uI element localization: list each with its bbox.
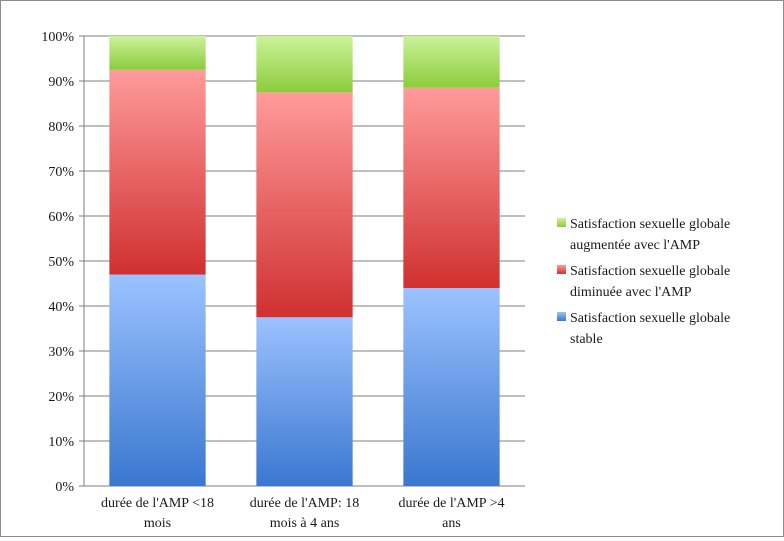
y-tick-labels: 0% 10% 20% 30% 40% 50% 60% 70% 80% 90% 100% bbox=[41, 30, 74, 495]
bar-segment-series-2-cat-0 bbox=[109, 36, 206, 70]
bars bbox=[109, 36, 500, 486]
bar-segment-series-2-cat-2 bbox=[403, 36, 500, 88]
bar-segment-series-2-cat-1 bbox=[256, 36, 353, 93]
y-tick-label: 90% bbox=[48, 75, 74, 90]
axes bbox=[79, 35, 85, 487]
bar-segment-series-0-cat-0 bbox=[109, 274, 206, 486]
bar-segment-series-1-cat-2 bbox=[403, 87, 500, 288]
bar-segment-series-0-cat-1 bbox=[256, 317, 353, 486]
legend-swatch bbox=[557, 265, 566, 274]
y-tick-label: 60% bbox=[48, 210, 74, 225]
x-category-label: durée de l'AMP <18 mois bbox=[101, 496, 214, 531]
legend-swatch bbox=[557, 312, 566, 321]
bar-segment-series-1-cat-1 bbox=[256, 92, 353, 318]
y-tick-label: 0% bbox=[55, 480, 74, 495]
y-tick-label: 50% bbox=[48, 255, 74, 270]
legend-label: Satisfaction sexuelle globale diminuée av… bbox=[570, 264, 730, 300]
legend-swatch bbox=[557, 218, 566, 227]
y-tick-label: 100% bbox=[41, 30, 74, 45]
bar-segment-series-1-cat-0 bbox=[109, 69, 206, 275]
y-tick-label: 70% bbox=[48, 165, 74, 180]
x-category-label: durée de l'AMP: 18 mois à 4 ans bbox=[250, 496, 359, 531]
x-category-labels: durée de l'AMP <18 mois durée de l'AMP: 18… bbox=[101, 496, 504, 531]
y-tick-label: 10% bbox=[48, 435, 74, 450]
legend: Satisfaction sexuelle globale augmentée a… bbox=[557, 217, 730, 347]
y-tick-label: 40% bbox=[48, 300, 74, 315]
legend-label: Satisfaction sexuelle globale stable bbox=[570, 311, 730, 347]
x-category-label: durée de l'AMP >4 ans bbox=[399, 496, 505, 531]
y-tick-label: 20% bbox=[48, 390, 74, 405]
bar-segment-series-0-cat-2 bbox=[403, 288, 500, 486]
y-tick-label: 30% bbox=[48, 345, 74, 360]
y-tick-label: 80% bbox=[48, 120, 74, 135]
legend-label: Satisfaction sexuelle globale augmentée a… bbox=[570, 217, 730, 253]
